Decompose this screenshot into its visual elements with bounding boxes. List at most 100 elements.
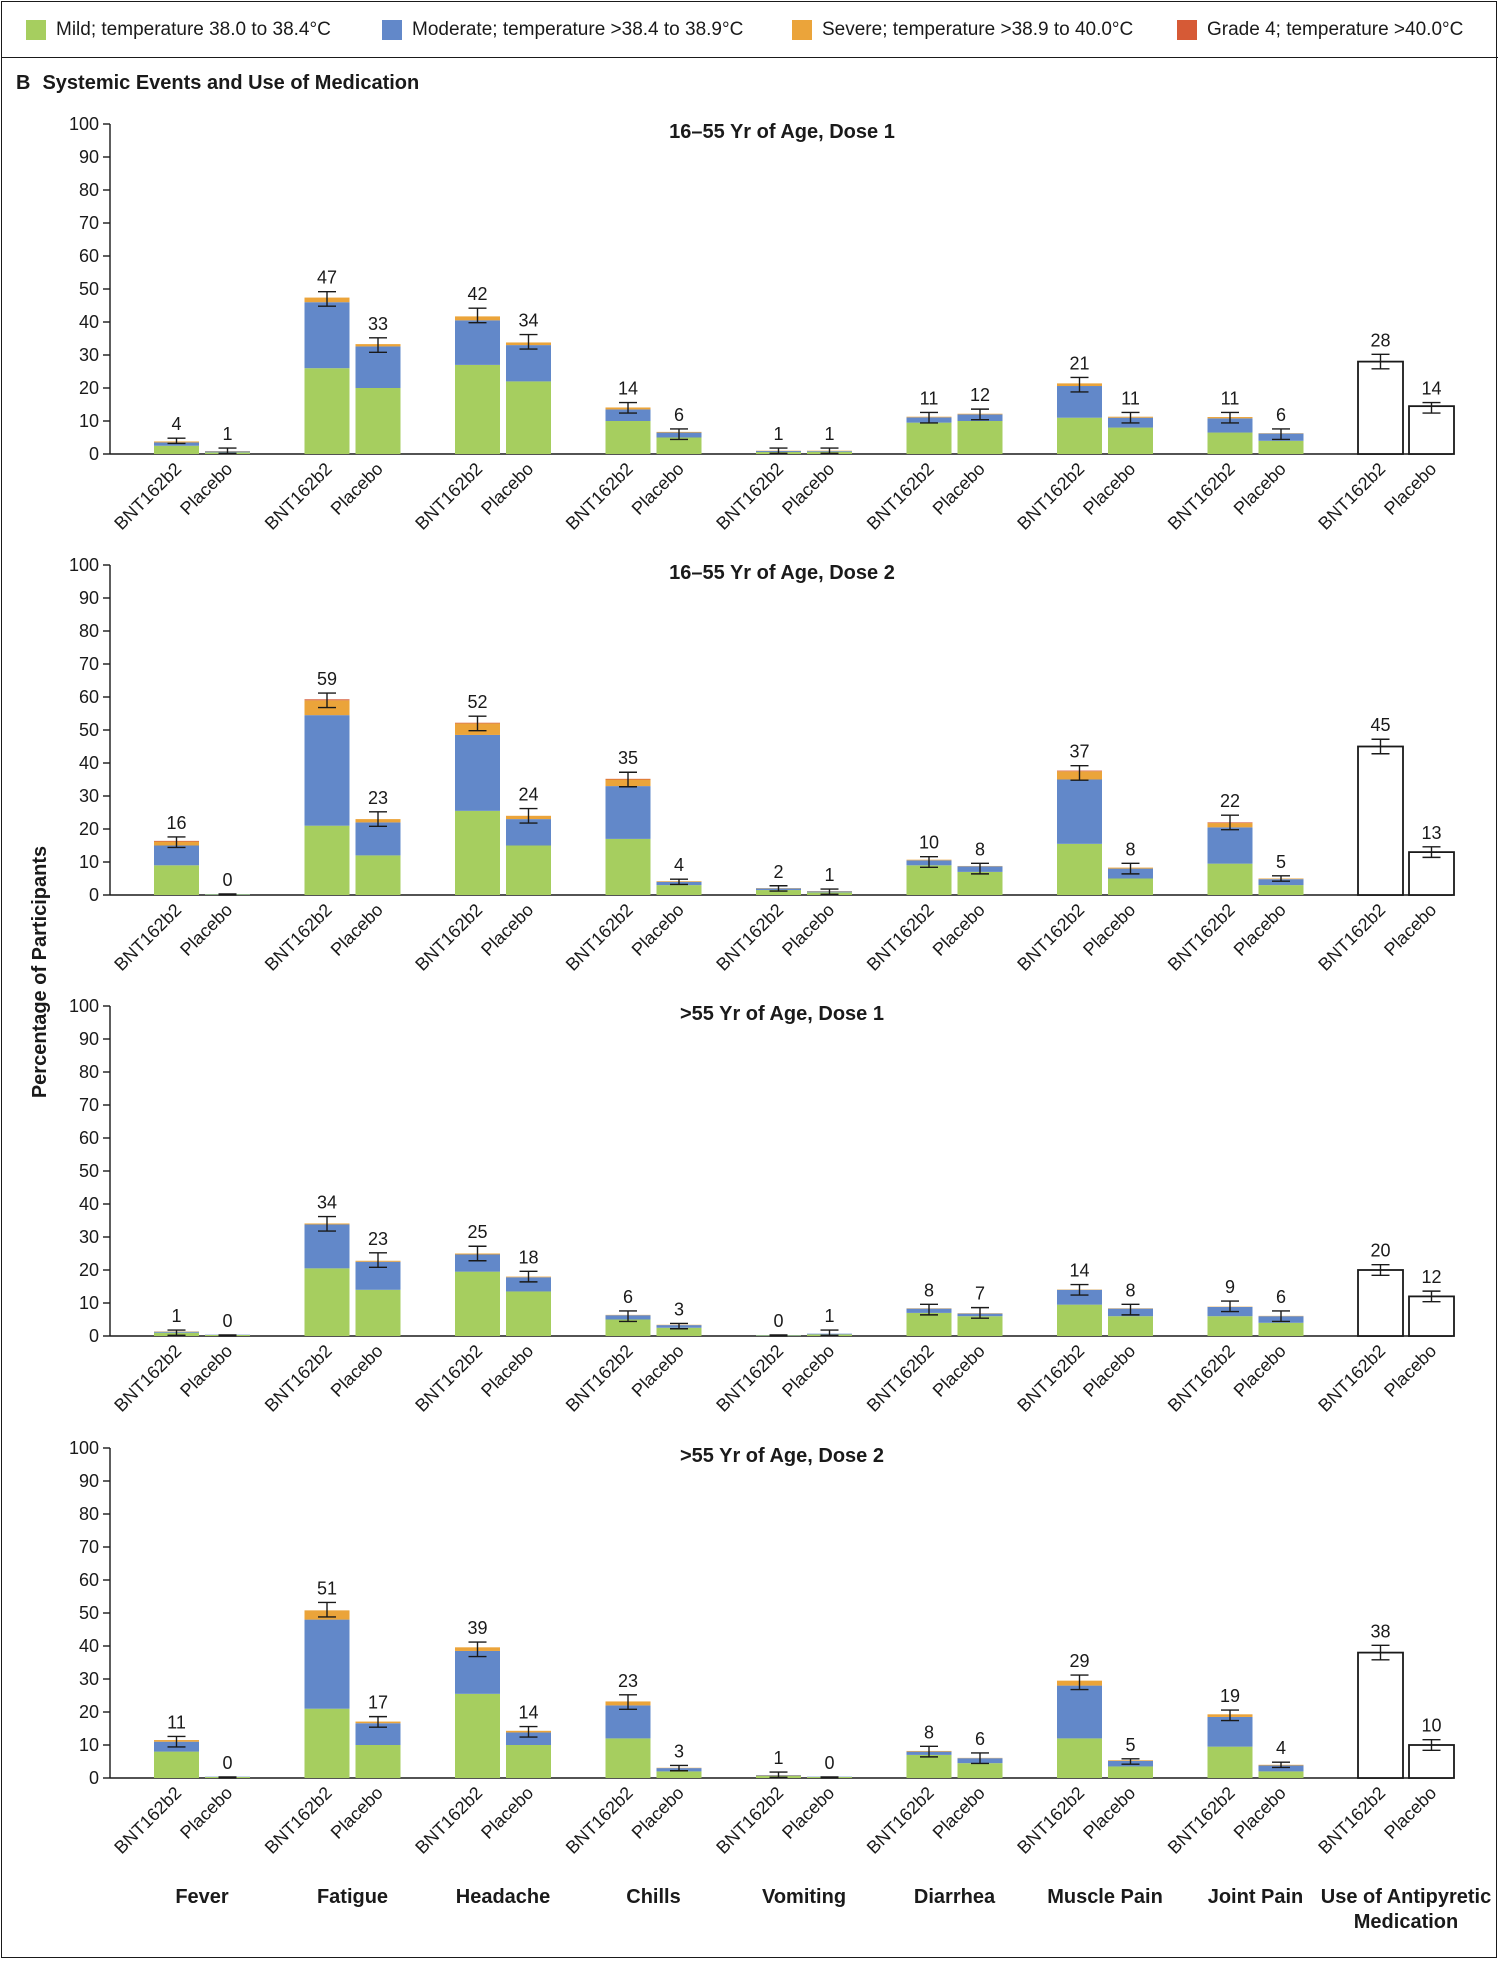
bar-segment-mild (756, 890, 801, 895)
bar-segment-mild (957, 1316, 1003, 1336)
panel-title: Systemic Events and Use of Medication (42, 72, 420, 94)
bar-segment-mild (1207, 1316, 1253, 1336)
data-label: 29 (1069, 1651, 1089, 1671)
data-label: 18 (518, 1247, 538, 1267)
bar-segment-moderate (304, 715, 350, 826)
bar-segment-mild (1108, 878, 1153, 895)
x-tick-label: BNT162b2 (562, 1341, 637, 1416)
bar-segment-moderate (1057, 1289, 1102, 1305)
bar-segment-mild (605, 1319, 651, 1336)
data-label: 0 (773, 1311, 783, 1331)
bar-segment-mild (455, 364, 500, 454)
y-tick-label: 90 (79, 1029, 99, 1049)
bar-segment-mild (957, 421, 1003, 454)
data-label: 52 (467, 692, 487, 712)
x-tick-label: Placebo (1380, 1341, 1440, 1401)
legend-swatch-mild (26, 20, 46, 40)
bar-segment-moderate (304, 1619, 350, 1709)
x-tick-label: Placebo (628, 1783, 688, 1843)
bar-segment-mild (506, 1745, 551, 1778)
legend-label-mild: Mild; temperature 38.0 to 38.4°C (56, 19, 331, 40)
x-tick-label: Placebo (477, 1783, 537, 1843)
bar-segment-moderate (455, 1650, 500, 1694)
y-tick-label: 80 (79, 1504, 99, 1524)
category-label: Vomiting (762, 1886, 846, 1908)
x-tick-label: BNT162b2 (562, 1783, 637, 1858)
medication-bar (1357, 1269, 1404, 1337)
x-tick-label: Placebo (778, 1783, 838, 1843)
data-label: 4 (1276, 1738, 1286, 1758)
data-label: 23 (368, 1229, 388, 1249)
data-label: 14 (1421, 379, 1441, 399)
data-label: 16 (166, 813, 186, 833)
y-tick-label: 60 (79, 246, 99, 266)
data-label: 8 (924, 1280, 934, 1300)
data-label: 1 (824, 424, 834, 444)
x-tick-label: BNT162b2 (411, 900, 486, 975)
x-tick-label: Placebo (929, 1341, 989, 1401)
y-tick-label: 50 (79, 279, 99, 299)
data-label: 11 (167, 1712, 186, 1732)
bar-segment-mild (906, 865, 952, 895)
data-label: 0 (222, 1311, 232, 1331)
x-tick-label: Placebo (778, 900, 838, 960)
y-tick-label: 100 (69, 1438, 99, 1458)
x-tick-label: BNT162b2 (1013, 1341, 1088, 1416)
x-tick-label: Placebo (1079, 1341, 1139, 1401)
bar-segment-mild (1057, 1304, 1102, 1336)
bar-segment-mild (1108, 427, 1153, 454)
data-label: 23 (368, 788, 388, 808)
x-tick-label: BNT162b2 (712, 1783, 787, 1858)
x-tick-label: BNT162b2 (1013, 459, 1088, 534)
data-label: 4 (171, 414, 181, 434)
y-tick-label: 0 (89, 1326, 99, 1346)
data-label: 10 (1421, 1716, 1441, 1736)
data-label: 11 (920, 388, 939, 408)
bar-segment-mild (1057, 1738, 1102, 1778)
bar-segment-mild (304, 825, 350, 895)
x-tick-label: Placebo (1380, 459, 1440, 519)
x-tick-label: BNT162b2 (411, 459, 486, 534)
bar-segment-mild (1258, 885, 1304, 895)
category-label: Joint Pain (1208, 1886, 1304, 1908)
y-tick-label: 60 (79, 1570, 99, 1590)
data-label: 3 (674, 1741, 684, 1761)
data-label: 34 (317, 1193, 337, 1213)
y-tick-label: 50 (79, 1603, 99, 1623)
data-label: 5 (1276, 852, 1286, 872)
medication-bar (1408, 405, 1455, 455)
category-label: Muscle Pain (1047, 1886, 1163, 1908)
y-tick-label: 50 (79, 1161, 99, 1181)
x-tick-label: Placebo (176, 900, 236, 960)
x-tick-label: Placebo (1230, 1341, 1290, 1401)
legend-item-grade4: Grade 4; temperature >40.0°C (1177, 19, 1463, 41)
y-tick-label: 0 (89, 885, 99, 905)
y-tick-label: 10 (79, 411, 99, 431)
bar-segment-moderate (1207, 418, 1253, 433)
x-tick-label: Placebo (477, 900, 537, 960)
category-label: Use of Antipyretic Medication (1321, 1886, 1491, 1933)
bar-segment-mild (1258, 440, 1304, 454)
x-tick-label: BNT162b2 (1013, 900, 1088, 975)
data-label: 6 (1276, 405, 1286, 425)
x-tick-label: BNT162b2 (1164, 459, 1239, 534)
x-tick-label: BNT162b2 (1164, 900, 1239, 975)
y-tick-label: 40 (79, 1194, 99, 1214)
data-label: 14 (618, 379, 638, 399)
bar-segment-mild (506, 845, 551, 895)
data-label: 6 (975, 1729, 985, 1749)
y-tick-label: 20 (79, 1702, 99, 1722)
bar-segment-mild (455, 1271, 500, 1336)
data-label: 4 (674, 855, 684, 875)
x-tick-label: Placebo (176, 1341, 236, 1401)
bar-segment-moderate (355, 822, 401, 856)
bar-segment-mild (656, 1327, 702, 1336)
data-label: 51 (317, 1578, 337, 1598)
subplot-1: 0 10 20 30 40 50 60 70 80 90 100 16–55 Yr of Age, D… (69, 114, 1455, 534)
data-label: 47 (317, 268, 337, 288)
medication-bar (1357, 745, 1404, 896)
bar-segment-moderate (1057, 779, 1102, 844)
bar-segment-moderate (1258, 879, 1304, 886)
x-tick-label: Placebo (778, 1341, 838, 1401)
bar-segment-mild (1207, 1746, 1253, 1778)
